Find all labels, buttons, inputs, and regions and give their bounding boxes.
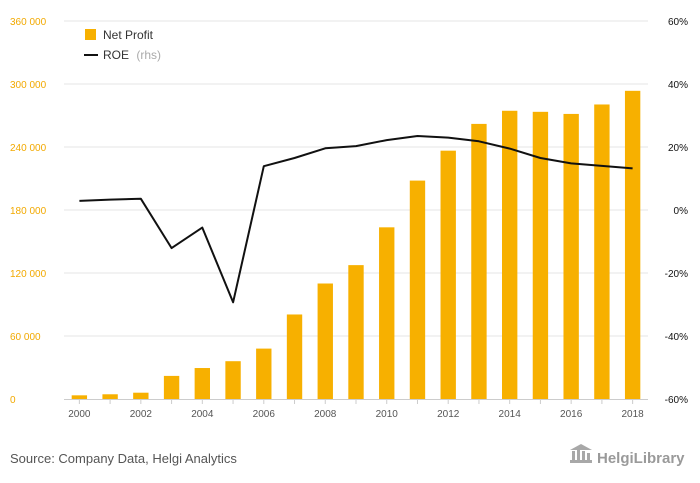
bar-net-profit [594,104,610,399]
x-tick-label: 2014 [499,409,522,420]
bar-net-profit [624,90,641,399]
bar-net-profit [379,227,395,399]
y-right-tick-label: -40% [665,332,688,343]
bar-net-profit [163,375,180,399]
line-layer [79,135,633,304]
x-tick-label: 2004 [191,409,214,420]
y-left-tick-label: 120 000 [10,269,47,280]
legend-label-net-profit: Net Profit [103,28,154,42]
bar-net-profit [502,110,518,400]
bar-net-profit [71,395,88,399]
x-tick-label: 2018 [622,409,645,420]
legend: Net Profit ROE (rhs) [84,28,161,62]
y-right-tick-label: 60% [668,17,688,28]
library-building-icon [570,444,592,463]
bars-layer [71,90,641,400]
x-tick-label: 2016 [560,409,583,420]
bar-net-profit [409,180,426,399]
bar-net-profit [440,150,456,399]
bar-net-profit [286,314,303,399]
y-left-tick-label: 0 [10,395,16,406]
y-left-tick-label: 360 000 [10,17,47,28]
y-right-tick-label: 0% [674,206,689,217]
x-tick-label: 2008 [314,409,337,420]
bar-net-profit [194,368,210,399]
bar-net-profit [133,392,149,399]
x-tick-label: 2000 [68,409,91,420]
y-left-tick-label: 180 000 [10,206,47,217]
y-left-tick-label: 60 000 [10,332,41,343]
bar-net-profit [471,123,487,400]
bar-net-profit [225,361,241,399]
axis-layer: 0 60 000 120 000 180 000 240 000 300 000 360 0… [10,17,688,420]
brand-logo: HelgiLibrary [570,444,685,467]
y-left-tick-label: 300 000 [10,80,47,91]
x-tick-label: 2002 [130,409,153,420]
bar-net-profit [563,113,579,400]
y-right-tick-label: 20% [668,143,688,154]
x-tick-label: 2012 [437,409,460,420]
x-tick-label: 2010 [376,409,399,420]
grid-layer [64,20,648,337]
line-roe [79,135,633,304]
x-tick-label: 2006 [253,409,276,420]
brand-name: HelgiLibrary [597,450,685,467]
legend-roe-note: (rhs) [136,48,161,62]
bar-net-profit [256,348,272,399]
y-left-tick-label: 240 000 [10,143,47,154]
bar-net-profit [102,394,118,399]
bar-net-profit [348,265,364,399]
source-note: Source: Company Data, Helgi Analytics [10,451,237,466]
legend-swatch-net-profit [85,29,96,40]
legend-roe-name: ROE [103,48,129,62]
y-right-tick-label: -20% [665,269,688,280]
bar-net-profit [317,283,333,399]
y-right-tick-label: 40% [668,80,688,91]
legend-label-roe: ROE (rhs) [103,48,161,62]
bar-net-profit [532,111,549,399]
y-right-tick-label: -60% [665,395,688,406]
